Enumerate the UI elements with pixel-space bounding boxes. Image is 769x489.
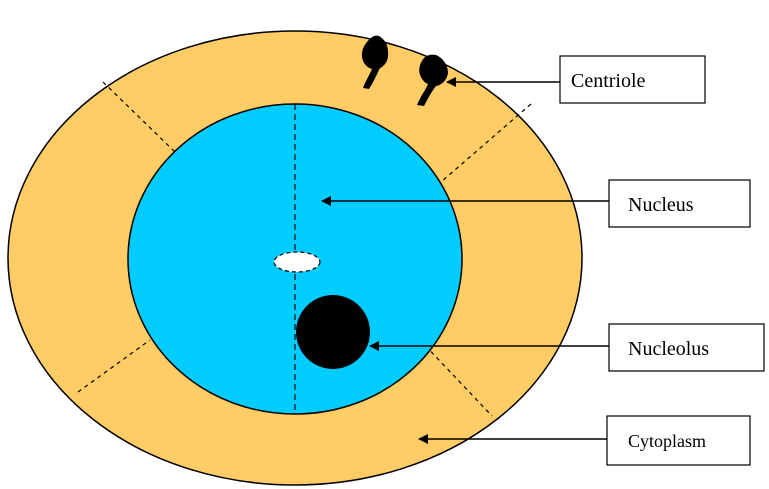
label-centriole-text: Centriole [571, 70, 646, 92]
centriole-shape-left [361, 35, 389, 89]
label-cytoplasm: Cytoplasm [606, 415, 751, 466]
nucleolus [296, 295, 370, 369]
cytoplasm-division-lines [77, 81, 532, 417]
label-nucleolus: Nucleolus [608, 323, 765, 372]
label-nucleus-box [608, 179, 751, 228]
centriole-shape-right [417, 54, 448, 106]
label-arrows [321, 77, 609, 444]
label-cytoplasm-box [606, 415, 751, 466]
vacuole [273, 251, 321, 273]
label-nucleus-text: Nucleus [628, 194, 694, 216]
label-centriole: Centriole [559, 55, 706, 104]
label-nucleolus-text: Nucleolus [628, 338, 709, 360]
label-nucleus: Nucleus [608, 179, 751, 228]
label-centriole-box [559, 55, 706, 104]
label-nucleolus-box [608, 323, 765, 372]
label-cytoplasm-text: Cytoplasm [628, 431, 706, 451]
